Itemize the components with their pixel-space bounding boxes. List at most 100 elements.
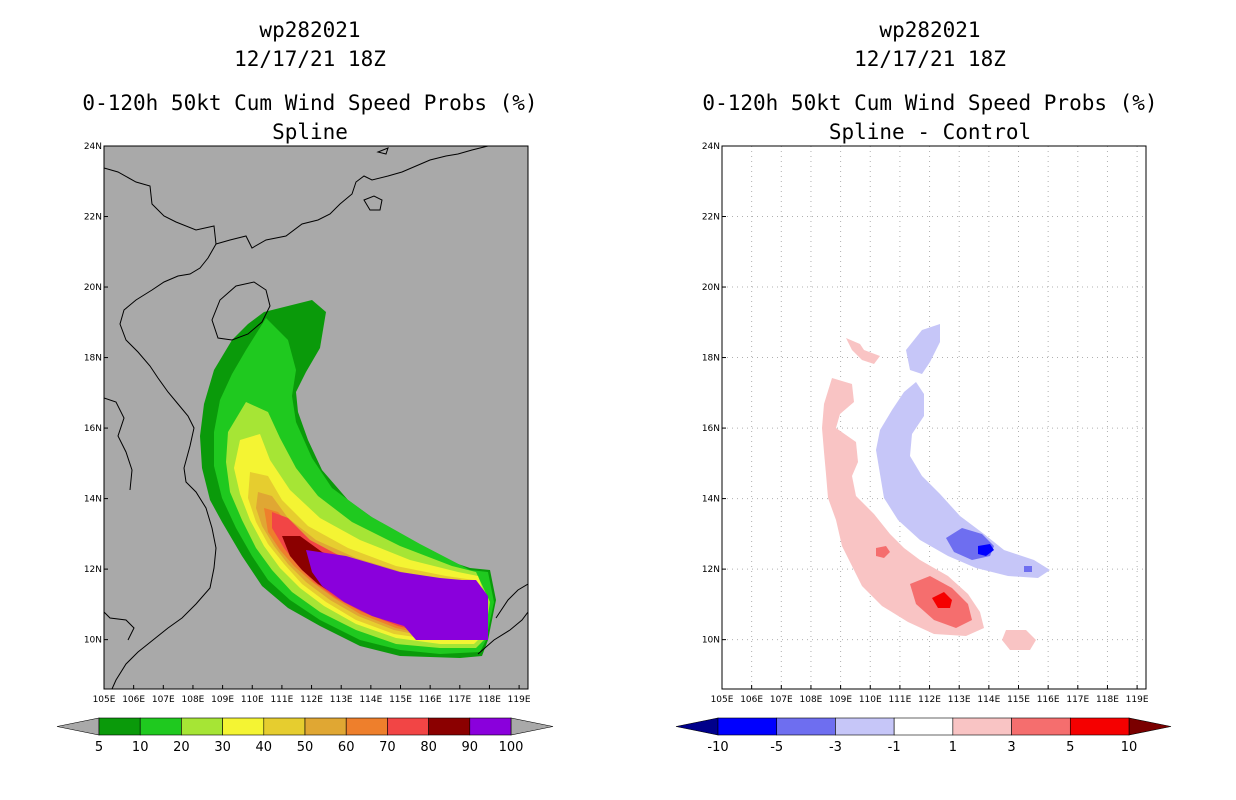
legend-cap-low — [675, 717, 719, 736]
legend-label: 30 — [214, 740, 231, 755]
legend-label: 90 — [462, 740, 479, 755]
x-tick-label: 109E — [829, 695, 852, 705]
x-tick-label: 105E — [711, 695, 734, 705]
contour-100-right — [420, 580, 488, 640]
legend-cap-low — [56, 717, 100, 736]
legend-label: 20 — [173, 740, 190, 755]
legend-swatch — [263, 717, 306, 736]
y-tick-label: 24N — [702, 142, 720, 152]
diff-neg-1-a — [906, 324, 940, 374]
legend-swatch — [222, 717, 265, 736]
y-tick-label: 22N — [702, 213, 720, 223]
diff-pos-1-b — [846, 338, 880, 364]
legend-swatch — [345, 717, 388, 736]
y-tick-label: 14N — [702, 495, 720, 505]
y-tick-label: 20N — [702, 283, 720, 293]
legend-swatch — [835, 717, 895, 736]
y-tick-label: 10N — [84, 636, 102, 646]
legend-label: -5 — [770, 740, 783, 755]
legend-swatch — [98, 717, 141, 736]
x-tick-label: 111E — [888, 695, 911, 705]
x-tick-label: 106E — [122, 695, 145, 705]
x-tick-label: 117E — [1066, 695, 1089, 705]
right-datetime: 12/17/21 18Z — [854, 47, 1006, 71]
left-probability-map: 105E 106E 107E 108E 109E 110E 111E 112E 113E 114E… — [56, 142, 554, 755]
diff-pos-3-b — [876, 546, 890, 558]
diff-pos-5 — [932, 592, 952, 608]
left-datetime: 12/17/21 18Z — [234, 47, 386, 71]
x-tick-label: 112E — [300, 695, 323, 705]
y-tick-label: 24N — [84, 142, 102, 152]
y-tick-label: 10N — [702, 636, 720, 646]
legend-cap-high — [1128, 717, 1172, 736]
legend-label: 10 — [1121, 740, 1138, 755]
right-legend: -10 -5 -3 -1 1 3 5 10 — [675, 717, 1172, 755]
difference-contours — [822, 324, 1050, 650]
legend-label: 60 — [338, 740, 355, 755]
legend-swatch — [304, 717, 347, 736]
x-tick-label: 113E — [330, 695, 353, 705]
legend-label: -3 — [829, 740, 842, 755]
legend-label: 50 — [297, 740, 314, 755]
legend-swatch — [1069, 717, 1130, 736]
x-tick-label: 112E — [918, 695, 941, 705]
legend-label: 5 — [1066, 740, 1074, 755]
right-difference-map: 105E 106E 107E 108E 109E 110E 111E 112E 113E 114E… — [675, 142, 1172, 755]
legend-label: 100 — [499, 740, 524, 755]
legend-label: 10 — [132, 740, 149, 755]
x-tick-label: 109E — [211, 695, 234, 705]
y-tick-label: 18N — [84, 354, 102, 364]
y-tick-label: 12N — [702, 565, 720, 575]
left-axis-ticks: 105E 106E 107E 108E 109E 110E 111E 112E 113E 114E… — [84, 142, 531, 705]
gridlines — [722, 146, 1146, 689]
legend-swatch — [952, 717, 1012, 736]
y-tick-label: 16N — [702, 424, 720, 434]
y-tick-label: 12N — [84, 565, 102, 575]
legend-label: -10 — [707, 740, 728, 755]
legend-label: 1 — [949, 740, 957, 755]
x-tick-label: 115E — [389, 695, 412, 705]
x-tick-label: 106E — [740, 695, 763, 705]
legend-swatch — [181, 717, 223, 736]
left-storm-id: wp282021 — [259, 18, 361, 42]
x-tick-label: 110E — [241, 695, 264, 705]
diff-neg-5-small — [1024, 566, 1032, 572]
x-tick-label: 114E — [977, 695, 1000, 705]
x-tick-label: 118E — [478, 695, 501, 705]
x-tick-label: 116E — [1037, 695, 1060, 705]
coastline — [104, 146, 528, 689]
legend-cap-high — [510, 717, 554, 736]
x-tick-label: 107E — [152, 695, 175, 705]
x-tick-label: 116E — [419, 695, 442, 705]
x-tick-label: 111E — [270, 695, 293, 705]
legend-label: -1 — [888, 740, 901, 755]
diff-neg-1-b — [876, 382, 1050, 578]
x-tick-label: 119E — [508, 695, 531, 705]
y-tick-label: 20N — [84, 283, 102, 293]
legend-label: 40 — [256, 740, 273, 755]
x-tick-label: 110E — [859, 695, 882, 705]
x-tick-label: 108E — [182, 695, 205, 705]
legend-swatch — [428, 717, 471, 736]
x-tick-label: 114E — [359, 695, 382, 705]
x-tick-label: 108E — [800, 695, 823, 705]
right-subtitle: Spline - Control — [828, 120, 1032, 144]
legend-swatch — [776, 717, 836, 736]
x-tick-label: 105E — [93, 695, 116, 705]
left-subtitle: Spline — [272, 120, 348, 144]
diff-pos-1-a — [822, 378, 984, 636]
legend-swatch — [469, 717, 512, 736]
legend-swatch — [387, 717, 429, 736]
x-tick-label: 107E — [770, 695, 793, 705]
right-axis-ticks: 105E 106E 107E 108E 109E 110E 111E 112E 113E 114E… — [702, 142, 1149, 705]
legend-swatch — [717, 717, 778, 736]
y-tick-label: 16N — [84, 424, 102, 434]
x-tick-label: 118E — [1096, 695, 1119, 705]
x-tick-label: 119E — [1126, 695, 1149, 705]
x-tick-label: 117E — [448, 695, 471, 705]
right-storm-id: wp282021 — [879, 18, 981, 42]
y-tick-label: 18N — [702, 354, 720, 364]
x-tick-label: 113E — [948, 695, 971, 705]
diff-pos-1-c — [1002, 630, 1036, 650]
right-product-title: 0-120h 50kt Cum Wind Speed Probs (%) — [702, 91, 1158, 115]
